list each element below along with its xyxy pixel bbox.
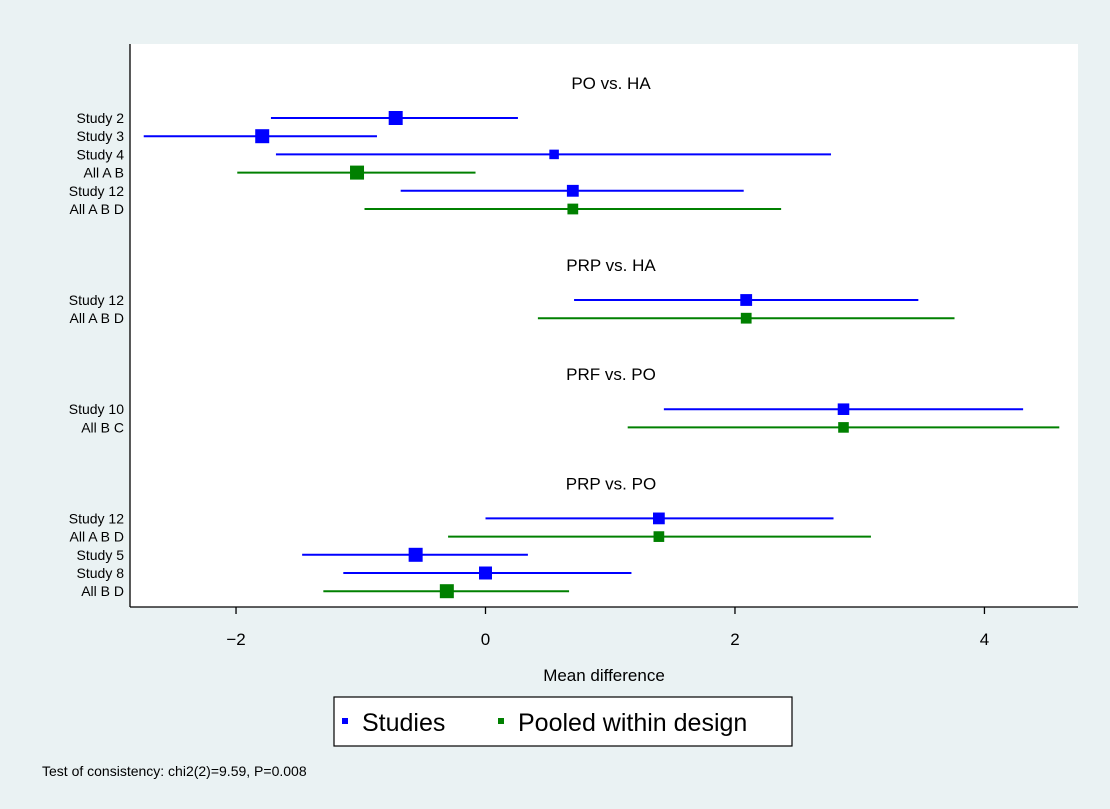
pooled-estimate-marker bbox=[350, 165, 365, 180]
study-estimate-marker bbox=[388, 111, 403, 125]
x-tick-label: 2 bbox=[730, 630, 739, 649]
x-tick-label: 0 bbox=[481, 630, 490, 649]
legend: Studies Pooled within design bbox=[333, 696, 793, 747]
row-label: All A B D bbox=[70, 201, 124, 217]
row-label: Study 5 bbox=[77, 547, 125, 563]
x-tick-label: −2 bbox=[226, 630, 245, 649]
legend-label-studies: Studies bbox=[362, 709, 445, 737]
row-label: Study 12 bbox=[69, 292, 124, 308]
panel-title: PRP vs. HA bbox=[566, 256, 656, 275]
row-label: All A B D bbox=[70, 310, 124, 326]
study-estimate-marker bbox=[740, 294, 753, 306]
row-label: Study 8 bbox=[77, 565, 125, 581]
row-label: All B C bbox=[81, 419, 124, 435]
legend-box bbox=[333, 696, 793, 747]
row-label: All B D bbox=[81, 583, 124, 599]
study-estimate-marker bbox=[837, 403, 850, 415]
row-label: Study 2 bbox=[77, 110, 125, 126]
pooled-estimate-marker bbox=[653, 531, 665, 542]
plot-area bbox=[130, 44, 1078, 607]
legend-label-pooled: Pooled within design bbox=[518, 709, 747, 737]
x-tick-label: 4 bbox=[980, 630, 989, 649]
panel-title: PO vs. HA bbox=[571, 74, 651, 93]
panel-title: PRP vs. PO bbox=[566, 474, 656, 493]
pooled-estimate-marker bbox=[740, 312, 752, 324]
study-estimate-marker bbox=[479, 566, 492, 580]
study-estimate-marker bbox=[566, 184, 579, 197]
row-label: Study 10 bbox=[69, 401, 124, 417]
study-estimate-marker bbox=[408, 547, 423, 562]
pooled-estimate-marker bbox=[838, 422, 849, 433]
row-label: All A B D bbox=[70, 529, 124, 545]
legend-swatch-studies bbox=[342, 718, 348, 724]
x-axis-title: Mean difference bbox=[543, 666, 665, 685]
row-label: Study 4 bbox=[77, 146, 125, 162]
study-estimate-marker bbox=[549, 149, 559, 160]
legend-swatch-pooled bbox=[498, 718, 504, 724]
row-label: All A B bbox=[84, 165, 124, 181]
row-label: Study 12 bbox=[69, 183, 124, 199]
consistency-test-note: Test of consistency: chi2(2)=9.59, P=0.0… bbox=[42, 763, 307, 779]
study-estimate-marker bbox=[653, 512, 665, 525]
row-label: Study 3 bbox=[77, 128, 125, 144]
pooled-estimate-marker bbox=[439, 584, 454, 599]
study-estimate-marker bbox=[255, 129, 270, 144]
pooled-estimate-marker bbox=[567, 203, 579, 215]
row-label: Study 12 bbox=[69, 510, 124, 526]
panel-title: PRF vs. PO bbox=[566, 365, 656, 384]
